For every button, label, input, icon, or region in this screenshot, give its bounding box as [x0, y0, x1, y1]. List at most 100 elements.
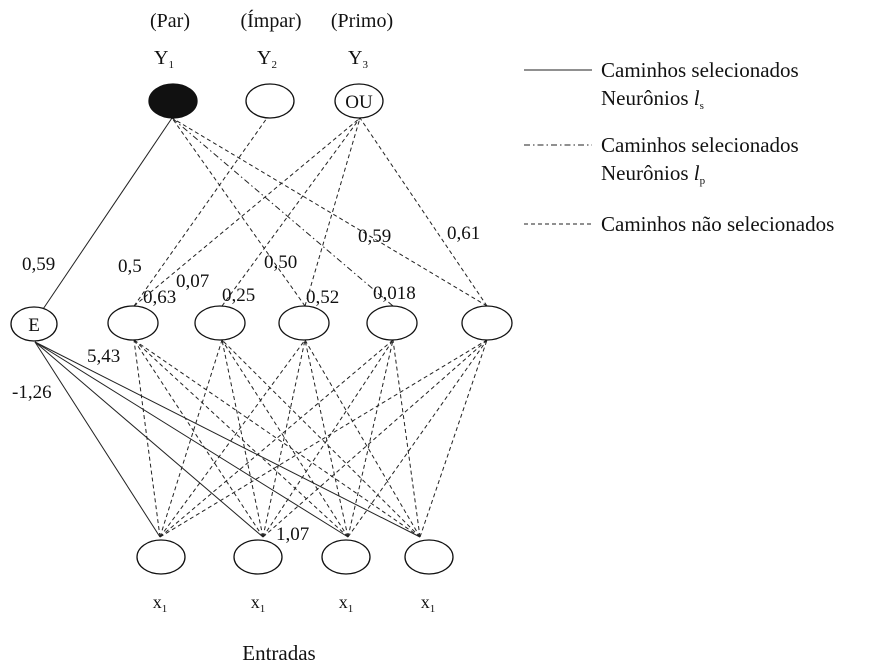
input-label-4: x1 — [421, 592, 436, 615]
input-label-2: x1 — [251, 592, 266, 615]
edge-hidden3-output3 — [221, 117, 361, 307]
edge-input1-hidden3 — [159, 339, 223, 538]
weight-label-11: 5,43 — [87, 346, 120, 367]
edge-input1-hidden2 — [133, 339, 161, 538]
edge-input4-hidden4 — [304, 339, 421, 538]
output-label-1-name: Y — [154, 47, 168, 69]
hidden-node-2 — [107, 305, 159, 341]
edge-input1-hidden5 — [159, 339, 394, 538]
edge-hidden6-output3 — [359, 117, 488, 307]
weight-label-12: -1,26 — [12, 382, 52, 403]
edge-input1-hidden1 — [34, 341, 161, 538]
output-label-2: Y2 — [257, 47, 277, 71]
legend-item-2-line2: Neurônios lp — [601, 161, 706, 187]
input-node-3 — [321, 539, 371, 575]
edge-input3-hidden3 — [221, 339, 349, 538]
legend-item-3-line1: Caminhos não selecionados — [601, 212, 834, 236]
edge-input3-hidden4 — [304, 339, 349, 538]
input-label-3-sub: 1 — [348, 603, 354, 615]
legend-item-1-italic: l — [694, 86, 700, 110]
output-node-3-text: OU — [345, 92, 373, 113]
edge-input1-hidden4 — [159, 339, 306, 538]
output-label-2-sub: 2 — [271, 59, 277, 71]
input-node-1 — [136, 539, 186, 575]
weight-label-13: 1,07 — [276, 524, 309, 545]
input-label-3: x1 — [339, 592, 354, 615]
edge-input2-hidden2 — [133, 339, 264, 538]
weight-label-8: 0,59 — [358, 226, 391, 247]
legend-item-2-prefix: Neurônios — [601, 161, 694, 185]
hidden-node-5 — [366, 305, 418, 341]
edge-hidden2-output2 — [133, 117, 268, 307]
edge-input3-hidden6 — [347, 339, 488, 538]
input-node-4 — [404, 539, 454, 575]
edge-input2-hidden6 — [262, 339, 488, 538]
edge-input3-hidden5 — [347, 339, 394, 538]
input-label-4-sub: 1 — [430, 603, 436, 615]
output-node-3 — [334, 83, 384, 119]
legend-item-1-line2: Neurônios ls — [601, 86, 704, 112]
output-label-3-name: Y — [348, 47, 362, 69]
edge-hidden6-output1 — [171, 117, 488, 307]
edge-input2-hidden5 — [262, 339, 394, 538]
network-edges — [34, 117, 488, 538]
weight-label-1: 0,59 — [22, 254, 55, 275]
legend-item-1-sub: s — [700, 100, 704, 112]
edge-hidden4-output1 — [171, 117, 306, 307]
input-label-2-name: x — [251, 592, 260, 612]
edge-input2-hidden4 — [262, 339, 306, 538]
input-label-4-name: x — [421, 592, 430, 612]
output-label-1-sub: 1 — [168, 59, 174, 71]
input-node-2 — [233, 539, 283, 575]
output-category-1: (Par) — [150, 10, 190, 32]
hidden-node-1-text: E — [28, 315, 40, 336]
output-label-2-name: Y — [257, 47, 271, 69]
legend-item-2-italic: l — [694, 161, 700, 185]
output-category-3: (Primo) — [331, 10, 393, 32]
output-label-3-sub: 3 — [362, 59, 368, 71]
edge-hidden2-output3 — [133, 117, 361, 307]
edge-input2-hidden3 — [221, 339, 264, 538]
output-label-3: Y3 — [348, 47, 368, 71]
weight-label-6: 0,50 — [264, 252, 297, 273]
input-label-3-name: x — [339, 592, 348, 612]
input-label-2-sub: 1 — [260, 603, 266, 615]
edge-hidden1-output1 — [34, 117, 173, 322]
weight-label-9: 0,61 — [447, 223, 480, 244]
edge-hidden4-output3 — [304, 117, 361, 307]
edge-input4-hidden2 — [133, 339, 421, 538]
input-layer: x1 x1 x1 x1 Entradas — [136, 539, 454, 665]
input-label-1: x1 — [153, 592, 168, 615]
weight-labels: 0,59 0,5 0,63 0,07 0,25 0,50 0,52 0,59 0… — [12, 223, 480, 545]
input-label-1-sub: 1 — [162, 603, 168, 615]
output-category-2: (Ímpar) — [240, 9, 301, 32]
weight-label-5: 0,25 — [222, 285, 255, 306]
output-node-2 — [245, 83, 295, 119]
legend-item-2-line1: Caminhos selecionados — [601, 133, 799, 157]
hidden-node-3 — [194, 305, 246, 341]
output-layer: (Par) (Ímpar) (Primo) Y1 Y2 Y3 OU — [148, 9, 393, 119]
output-label-1: Y1 — [154, 47, 174, 71]
input-label-1-name: x — [153, 592, 162, 612]
legend: Caminhos selecionados Neurônios ls Camin… — [524, 58, 834, 236]
edge-input3-hidden1 — [34, 341, 349, 538]
weight-label-7: 0,52 — [306, 287, 339, 308]
edge-input1-hidden6 — [159, 339, 488, 538]
weight-label-10: 0,018 — [373, 283, 416, 304]
hidden-node-6 — [461, 305, 513, 341]
legend-item-1-prefix: Neurônios — [601, 86, 694, 110]
weight-label-4: 0,07 — [176, 271, 209, 292]
inputs-title: Entradas — [242, 641, 315, 665]
legend-item-1-line1: Caminhos selecionados — [601, 58, 799, 82]
edge-input4-hidden1 — [34, 341, 421, 538]
edge-input4-hidden5 — [392, 339, 421, 538]
hidden-node-1 — [10, 306, 58, 342]
hidden-node-4 — [278, 305, 330, 341]
legend-item-2-sub: p — [700, 175, 706, 187]
weight-label-2: 0,5 — [118, 256, 142, 277]
hidden-layer: E — [10, 305, 513, 342]
edge-hidden5-output1 — [171, 117, 394, 307]
weight-label-3: 0,63 — [143, 287, 176, 308]
output-node-1 — [148, 83, 198, 119]
